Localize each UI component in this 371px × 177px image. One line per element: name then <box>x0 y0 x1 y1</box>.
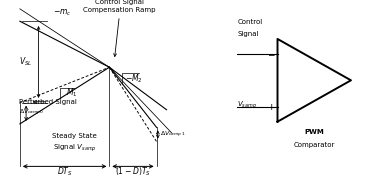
Text: PWM: PWM <box>304 129 324 135</box>
Text: Signal: Signal <box>237 31 259 37</box>
Text: $\Delta V_{camp0}$: $\Delta V_{camp0}$ <box>19 108 44 118</box>
Text: $-m_c$: $-m_c$ <box>53 7 72 18</box>
Text: $+$: $+$ <box>267 102 276 112</box>
Text: $V_{SL}$: $V_{SL}$ <box>19 56 33 68</box>
Text: Control Signal: Control Signal <box>95 0 144 5</box>
Text: $M_1$: $M_1$ <box>66 87 78 99</box>
Text: $V_{samp}$: $V_{samp}$ <box>237 99 257 111</box>
Text: $-M_2$: $-M_2$ <box>125 72 143 85</box>
Text: $DT_S$: $DT_S$ <box>57 165 72 177</box>
Text: $(1-D)T_S$: $(1-D)T_S$ <box>115 165 151 177</box>
Text: Control: Control <box>237 19 263 25</box>
Text: Perturbed Signal: Perturbed Signal <box>19 99 76 105</box>
Text: $\Delta V_{camp\,1}$: $\Delta V_{camp\,1}$ <box>160 129 186 140</box>
Text: $-$: $-$ <box>267 49 276 58</box>
Text: Signal $V_{samp}$: Signal $V_{samp}$ <box>53 142 96 154</box>
Text: Compensation Ramp: Compensation Ramp <box>83 7 155 13</box>
Text: Comparator: Comparator <box>293 142 335 148</box>
Text: Steady State: Steady State <box>52 133 97 139</box>
